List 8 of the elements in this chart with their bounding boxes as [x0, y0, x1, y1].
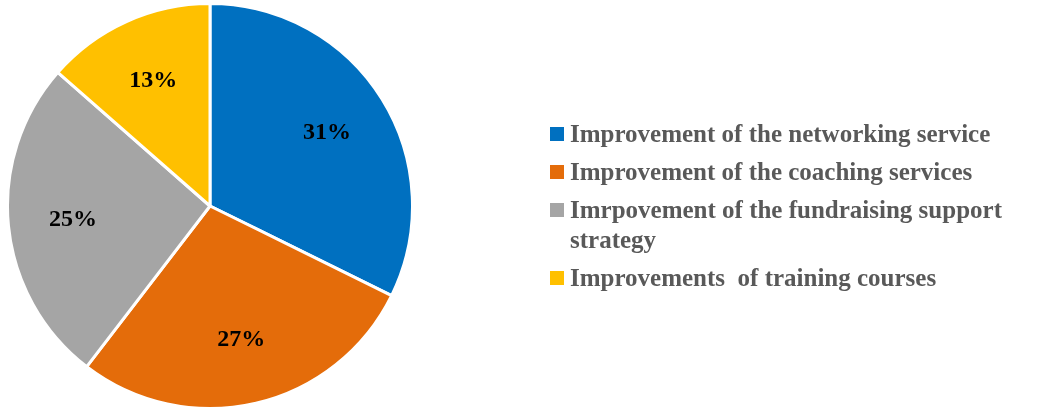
data-label: 31% [302, 118, 351, 145]
legend-label: Improvement of the networking service [570, 119, 991, 149]
data-label: 13% [129, 65, 178, 92]
data-label: 27% [217, 325, 266, 352]
legend-label: Improvement of the coaching services [570, 157, 973, 187]
data-label: 25% [48, 204, 97, 231]
legend-label: Imrpovement of the fundraising support strategy [570, 195, 1003, 255]
legend-label: Improvements of training courses [570, 263, 937, 293]
